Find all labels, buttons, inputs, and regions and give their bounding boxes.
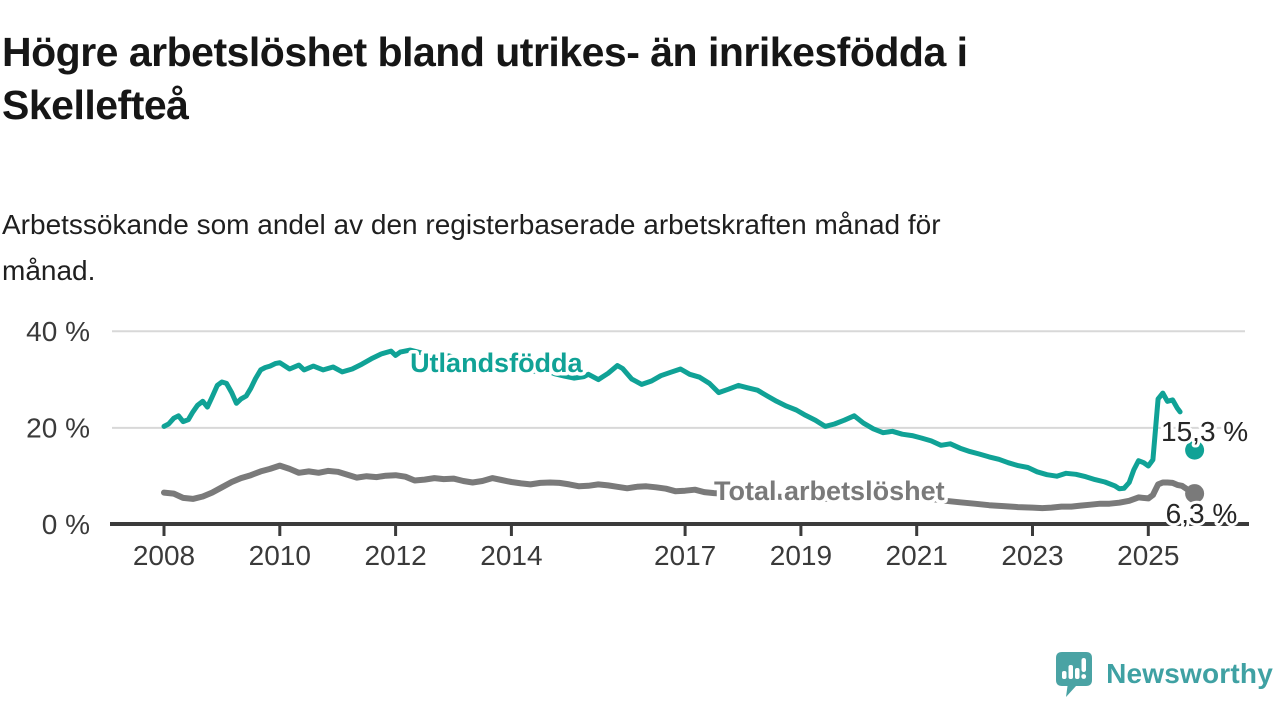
x-axis [110,522,1249,536]
gridlines [112,330,1245,429]
x-tick-label: 2021 [886,540,948,571]
value-annotations: 15,3 % 6,3 % [1158,413,1251,532]
y-tick-label: 0 % [42,509,90,540]
bar-chart-bubble-icon [1054,650,1094,698]
latest-value-dot [1185,484,1205,504]
x-tick-label: 2019 [770,540,832,571]
series-labels: Utlandsfödda Total arbetslöshet [407,344,949,509]
y-axis-labels: 0 % 20 % 40 % [26,316,90,540]
series-label: Utlandsfödda [410,348,583,378]
newsworthy-logo: Newsworthy [1054,650,1273,698]
x-tick-label: 2010 [249,540,311,571]
x-tick-label: 2023 [1001,540,1063,571]
series-label: Total arbetslöshet [714,476,945,506]
y-tick-label: 40 % [26,316,90,347]
x-tick-label: 2008 [133,540,195,571]
series-line [161,347,1183,492]
x-tick-label: 2012 [364,540,426,571]
x-tick-label: 2017 [654,540,716,571]
x-tick-label: 2014 [480,540,542,571]
series-lines [161,347,1191,512]
x-axis-labels: 2008 2010 2012 2014 2017 2019 2021 2023 2025 [133,540,1180,571]
latest-value-annotation: 6,3 % [1166,498,1238,529]
latest-value-dot [1185,440,1205,460]
series-line [161,462,1191,512]
newsworthy-logo-text: Newsworthy [1106,658,1273,689]
x-tick-label: 2025 [1117,540,1179,571]
page-title: Högre arbetslöshet bland utrikes- än inr… [2,29,968,128]
page-subtitle: Arbetssökande som andel av den registerb… [2,209,941,286]
y-tick-label: 20 % [26,412,90,443]
latest-value-annotation: 15,3 % [1161,416,1248,447]
latest-value-dots [1185,440,1205,504]
